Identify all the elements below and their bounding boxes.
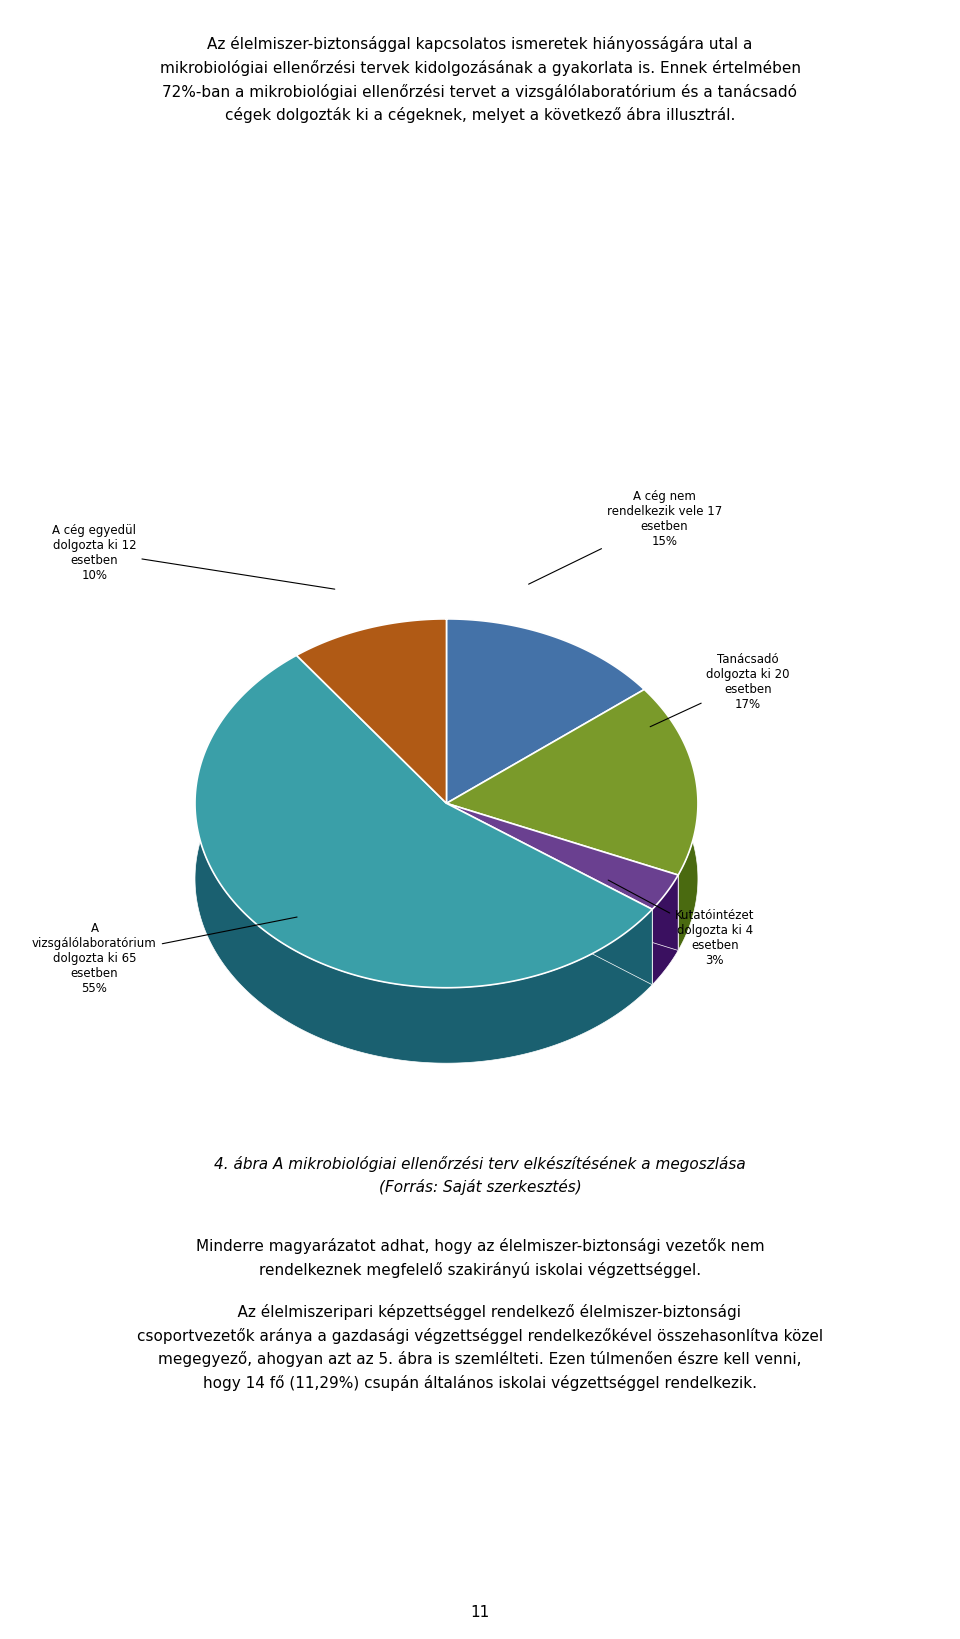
Text: Tanácsadó
dolgozta ki 20
esetben
17%: Tanácsadó dolgozta ki 20 esetben 17% <box>650 652 790 728</box>
Polygon shape <box>195 656 652 1064</box>
Polygon shape <box>297 656 446 879</box>
Text: A
vizsgálólaboratórium
dolgozta ki 65
esetben
55%: A vizsgálólaboratórium dolgozta ki 65 es… <box>32 918 297 995</box>
Polygon shape <box>446 803 678 951</box>
Polygon shape <box>446 803 652 985</box>
Text: 4. ábra A mikrobiológiai ellenőrzési terv elkészítésének a megoszlása
(Forrás: S: 4. ábra A mikrobiológiai ellenőrzési ter… <box>214 1155 746 1193</box>
Polygon shape <box>195 656 652 988</box>
Text: A cég egyedül
dolgozta ki 12
esetben
10%: A cég egyedül dolgozta ki 12 esetben 10% <box>53 523 335 590</box>
Text: Kutatóintézet
dolgozta ki 4
esetben
3%: Kutatóintézet dolgozta ki 4 esetben 3% <box>609 880 755 967</box>
Polygon shape <box>446 620 644 803</box>
Polygon shape <box>446 690 644 879</box>
Polygon shape <box>446 803 652 985</box>
Polygon shape <box>297 656 446 879</box>
Polygon shape <box>446 690 698 875</box>
Polygon shape <box>446 690 644 879</box>
Text: Minderre magyarázatot adhat, hogy az élelmiszer-biztonsági vezetők nem
rendelkez: Minderre magyarázatot adhat, hogy az éle… <box>196 1237 764 1277</box>
Text: A cég nem
rendelkezik vele 17
esetben
15%: A cég nem rendelkezik vele 17 esetben 15… <box>529 490 722 585</box>
Polygon shape <box>297 620 446 803</box>
Polygon shape <box>652 875 678 985</box>
Polygon shape <box>446 803 678 910</box>
Polygon shape <box>644 690 698 951</box>
Polygon shape <box>297 620 446 731</box>
Text: Az élelmiszeripari képzettséggel rendelkező élelmiszer-biztonsági
csoportvezetők: Az élelmiszeripari képzettséggel rendelk… <box>137 1303 823 1390</box>
Text: 11: 11 <box>470 1605 490 1619</box>
Text: Az élelmiszer-biztonsággal kapcsolatos ismeretek hiányosságára utal a
mikrobioló: Az élelmiszer-biztonsággal kapcsolatos i… <box>159 36 801 123</box>
Polygon shape <box>446 620 644 765</box>
Polygon shape <box>446 803 678 951</box>
